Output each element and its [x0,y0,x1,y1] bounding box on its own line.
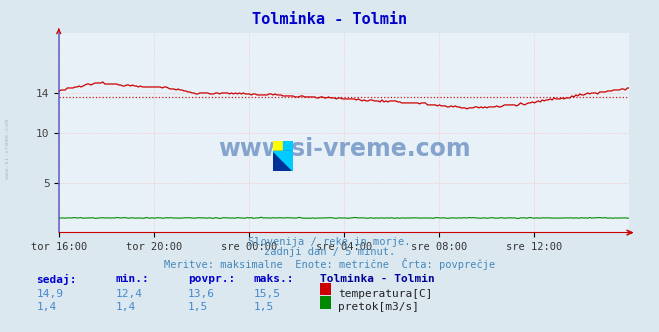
Polygon shape [273,151,293,171]
Bar [273,141,283,151]
Text: zadnji dan / 5 minut.: zadnji dan / 5 minut. [264,247,395,257]
Text: 12,4: 12,4 [115,289,142,299]
Text: min.:: min.: [115,274,149,284]
Text: www.si-vreme.com: www.si-vreme.com [5,120,11,179]
Text: maks.:: maks.: [254,274,294,284]
Text: 15,5: 15,5 [254,289,281,299]
Text: Tolminka - Tolmin: Tolminka - Tolmin [252,12,407,27]
Text: 1,5: 1,5 [188,302,208,312]
Text: 1,4: 1,4 [36,302,57,312]
Text: sedaj:: sedaj: [36,274,76,285]
Bar [283,141,293,151]
Text: www.si-vreme.com: www.si-vreme.com [218,137,471,161]
Text: Slovenija / reke in morje.: Slovenija / reke in morje. [248,237,411,247]
Text: pretok[m3/s]: pretok[m3/s] [338,302,419,312]
Text: 14,9: 14,9 [36,289,63,299]
Text: Meritve: maksimalne  Enote: metrične  Črta: povprečje: Meritve: maksimalne Enote: metrične Črta… [164,258,495,270]
Text: 13,6: 13,6 [188,289,215,299]
Text: Tolminka - Tolmin: Tolminka - Tolmin [320,274,434,284]
Text: povpr.:: povpr.: [188,274,235,284]
Bar [273,151,293,171]
Text: 1,4: 1,4 [115,302,136,312]
Text: temperatura[C]: temperatura[C] [338,289,432,299]
Text: 1,5: 1,5 [254,302,274,312]
